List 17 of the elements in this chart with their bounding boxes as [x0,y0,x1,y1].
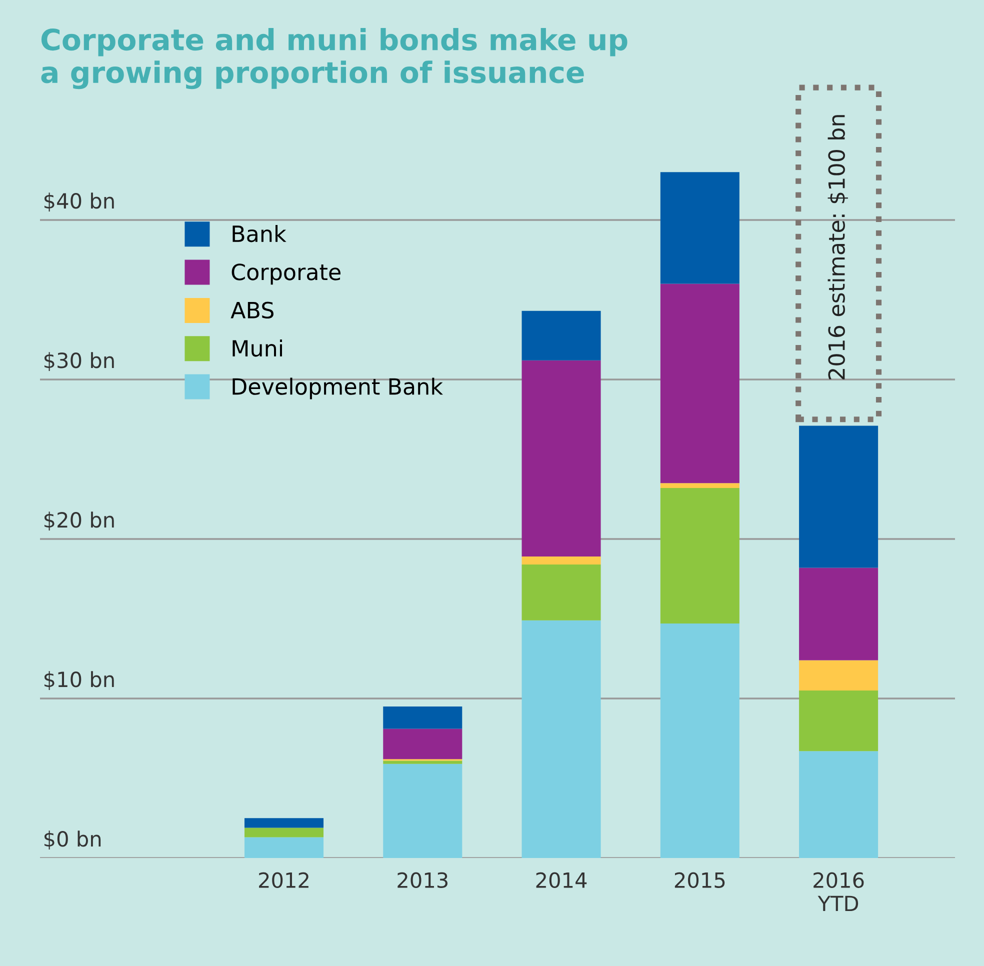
y-tick-label: $20 bn [44,512,114,531]
y-tick-label: $40 bn [44,192,114,212]
x-tick-label: 2012 [259,872,308,888]
x-tick-label: 2014 [536,872,587,888]
legend-label: Muni [232,340,282,357]
legend-label: ABS [230,302,274,319]
x-tick-label: 2013 [398,872,448,888]
y-tick-label: $30 bn [44,352,114,372]
x-tick-label: 2016 YTD [814,872,864,912]
legend-label: Development Bank [232,378,443,400]
y-tick-label: $10 bn [44,671,114,690]
legend-label: Bank [232,225,286,242]
x-tick-label: 2015 [674,872,725,888]
y-tick-label: $0 bn [44,830,101,850]
legend-label: Corporate [232,264,340,285]
chart-title: Corporate and muni bonds make up a growing proportion of issuance [41,28,628,90]
annotation: 2016 estimate: $100 bn [828,115,848,380]
